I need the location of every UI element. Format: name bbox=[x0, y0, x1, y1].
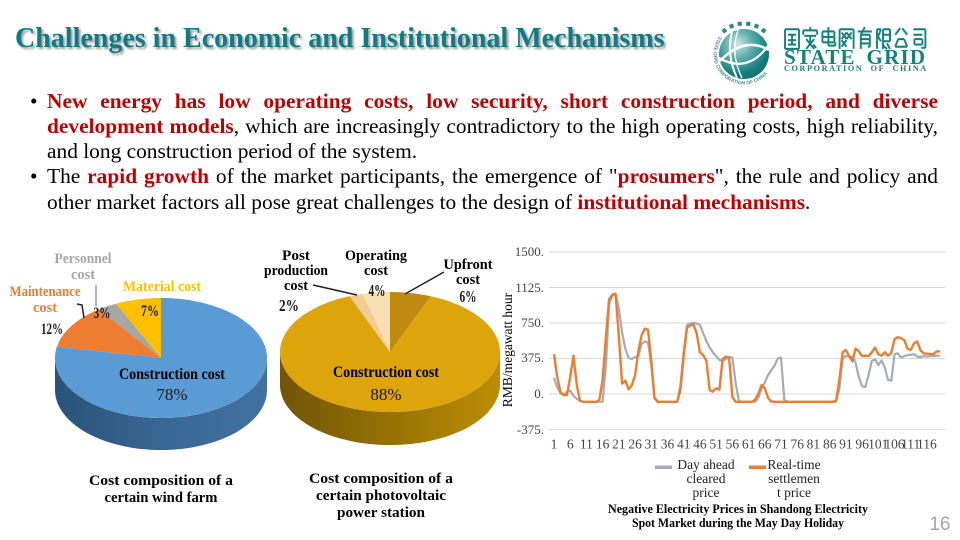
svg-text:46: 46 bbox=[693, 437, 707, 452]
svg-text:88%: 88% bbox=[370, 385, 401, 404]
svg-text:RMB/megawatt hour: RMB/megawatt hour bbox=[500, 292, 515, 407]
svg-text:certain photovoltaic: certain photovoltaic bbox=[316, 488, 446, 504]
svg-text:Negative Electricity Prices in: Negative Electricity Prices in Shandong … bbox=[608, 502, 869, 516]
svg-text:cost: cost bbox=[364, 263, 388, 279]
svg-text:12%: 12% bbox=[41, 321, 63, 338]
svg-text:16: 16 bbox=[596, 437, 610, 452]
svg-text:96: 96 bbox=[855, 437, 869, 452]
svg-text:t price: t price bbox=[777, 485, 811, 500]
svg-text:power station: power station bbox=[337, 505, 426, 521]
svg-text:cost: cost bbox=[71, 267, 95, 283]
svg-text:6%: 6% bbox=[460, 287, 477, 306]
svg-text:-375.: -375. bbox=[517, 422, 544, 437]
svg-text:4%: 4% bbox=[369, 281, 386, 300]
svg-text:Personnel: Personnel bbox=[55, 251, 112, 267]
svg-text:cleared: cleared bbox=[687, 471, 726, 486]
svg-text:0.: 0. bbox=[534, 386, 544, 401]
svg-text:Operating: Operating bbox=[345, 248, 407, 264]
svg-text:21: 21 bbox=[612, 437, 626, 452]
svg-text:66: 66 bbox=[758, 437, 772, 452]
svg-text:Post: Post bbox=[282, 248, 310, 264]
svg-text:106: 106 bbox=[884, 437, 905, 452]
svg-text:1: 1 bbox=[551, 437, 558, 452]
svg-text:41: 41 bbox=[677, 437, 691, 452]
svg-text:3%: 3% bbox=[94, 305, 111, 322]
svg-text:76: 76 bbox=[790, 437, 804, 452]
svg-text:91: 91 bbox=[839, 437, 853, 452]
svg-text:Cost composition of a: Cost composition of a bbox=[309, 471, 454, 487]
svg-text:1500.: 1500. bbox=[515, 244, 544, 259]
svg-text:61: 61 bbox=[742, 437, 756, 452]
svg-text:Spot Market during the May Day: Spot Market during the May Day Holiday bbox=[632, 516, 845, 530]
svg-text:Construction cost: Construction cost bbox=[333, 364, 440, 381]
svg-text:Cost composition of a: Cost composition of a bbox=[89, 473, 234, 489]
svg-text:51: 51 bbox=[709, 437, 723, 452]
svg-text:26: 26 bbox=[628, 437, 642, 452]
svg-text:certain wind farm: certain wind farm bbox=[105, 490, 218, 506]
svg-text:11: 11 bbox=[580, 437, 593, 452]
svg-text:production: production bbox=[264, 263, 329, 279]
svg-text:Maintenance: Maintenance bbox=[10, 284, 81, 300]
svg-text:cost: cost bbox=[33, 300, 57, 316]
svg-text:31: 31 bbox=[645, 437, 659, 452]
svg-text:375.: 375. bbox=[521, 350, 544, 365]
svg-text:7%: 7% bbox=[141, 303, 159, 320]
svg-text:Upfront: Upfront bbox=[444, 257, 493, 273]
svg-text:111: 111 bbox=[901, 437, 920, 452]
svg-text:6: 6 bbox=[567, 437, 574, 452]
svg-text:cost: cost bbox=[284, 278, 308, 294]
svg-text:1125.: 1125. bbox=[515, 280, 544, 295]
svg-text:36: 36 bbox=[661, 437, 675, 452]
svg-text:cost: cost bbox=[456, 272, 480, 288]
svg-text:Material cost: Material cost bbox=[123, 279, 201, 295]
svg-text:78%: 78% bbox=[156, 385, 187, 404]
svg-text:71: 71 bbox=[774, 437, 788, 452]
svg-text:2%: 2% bbox=[279, 296, 299, 315]
svg-text:56: 56 bbox=[726, 437, 740, 452]
svg-text:Construction cost: Construction cost bbox=[119, 366, 226, 383]
svg-text:101: 101 bbox=[868, 437, 888, 452]
svg-text:price: price bbox=[693, 485, 720, 500]
svg-text:750.: 750. bbox=[521, 315, 544, 330]
svg-text:86: 86 bbox=[823, 437, 837, 452]
svg-text:Day ahead: Day ahead bbox=[677, 457, 735, 472]
svg-text:116: 116 bbox=[917, 437, 937, 452]
svg-text:81: 81 bbox=[807, 437, 821, 452]
svg-text:Real-time: Real-time bbox=[767, 457, 820, 472]
svg-text:settlemen: settlemen bbox=[768, 471, 820, 486]
